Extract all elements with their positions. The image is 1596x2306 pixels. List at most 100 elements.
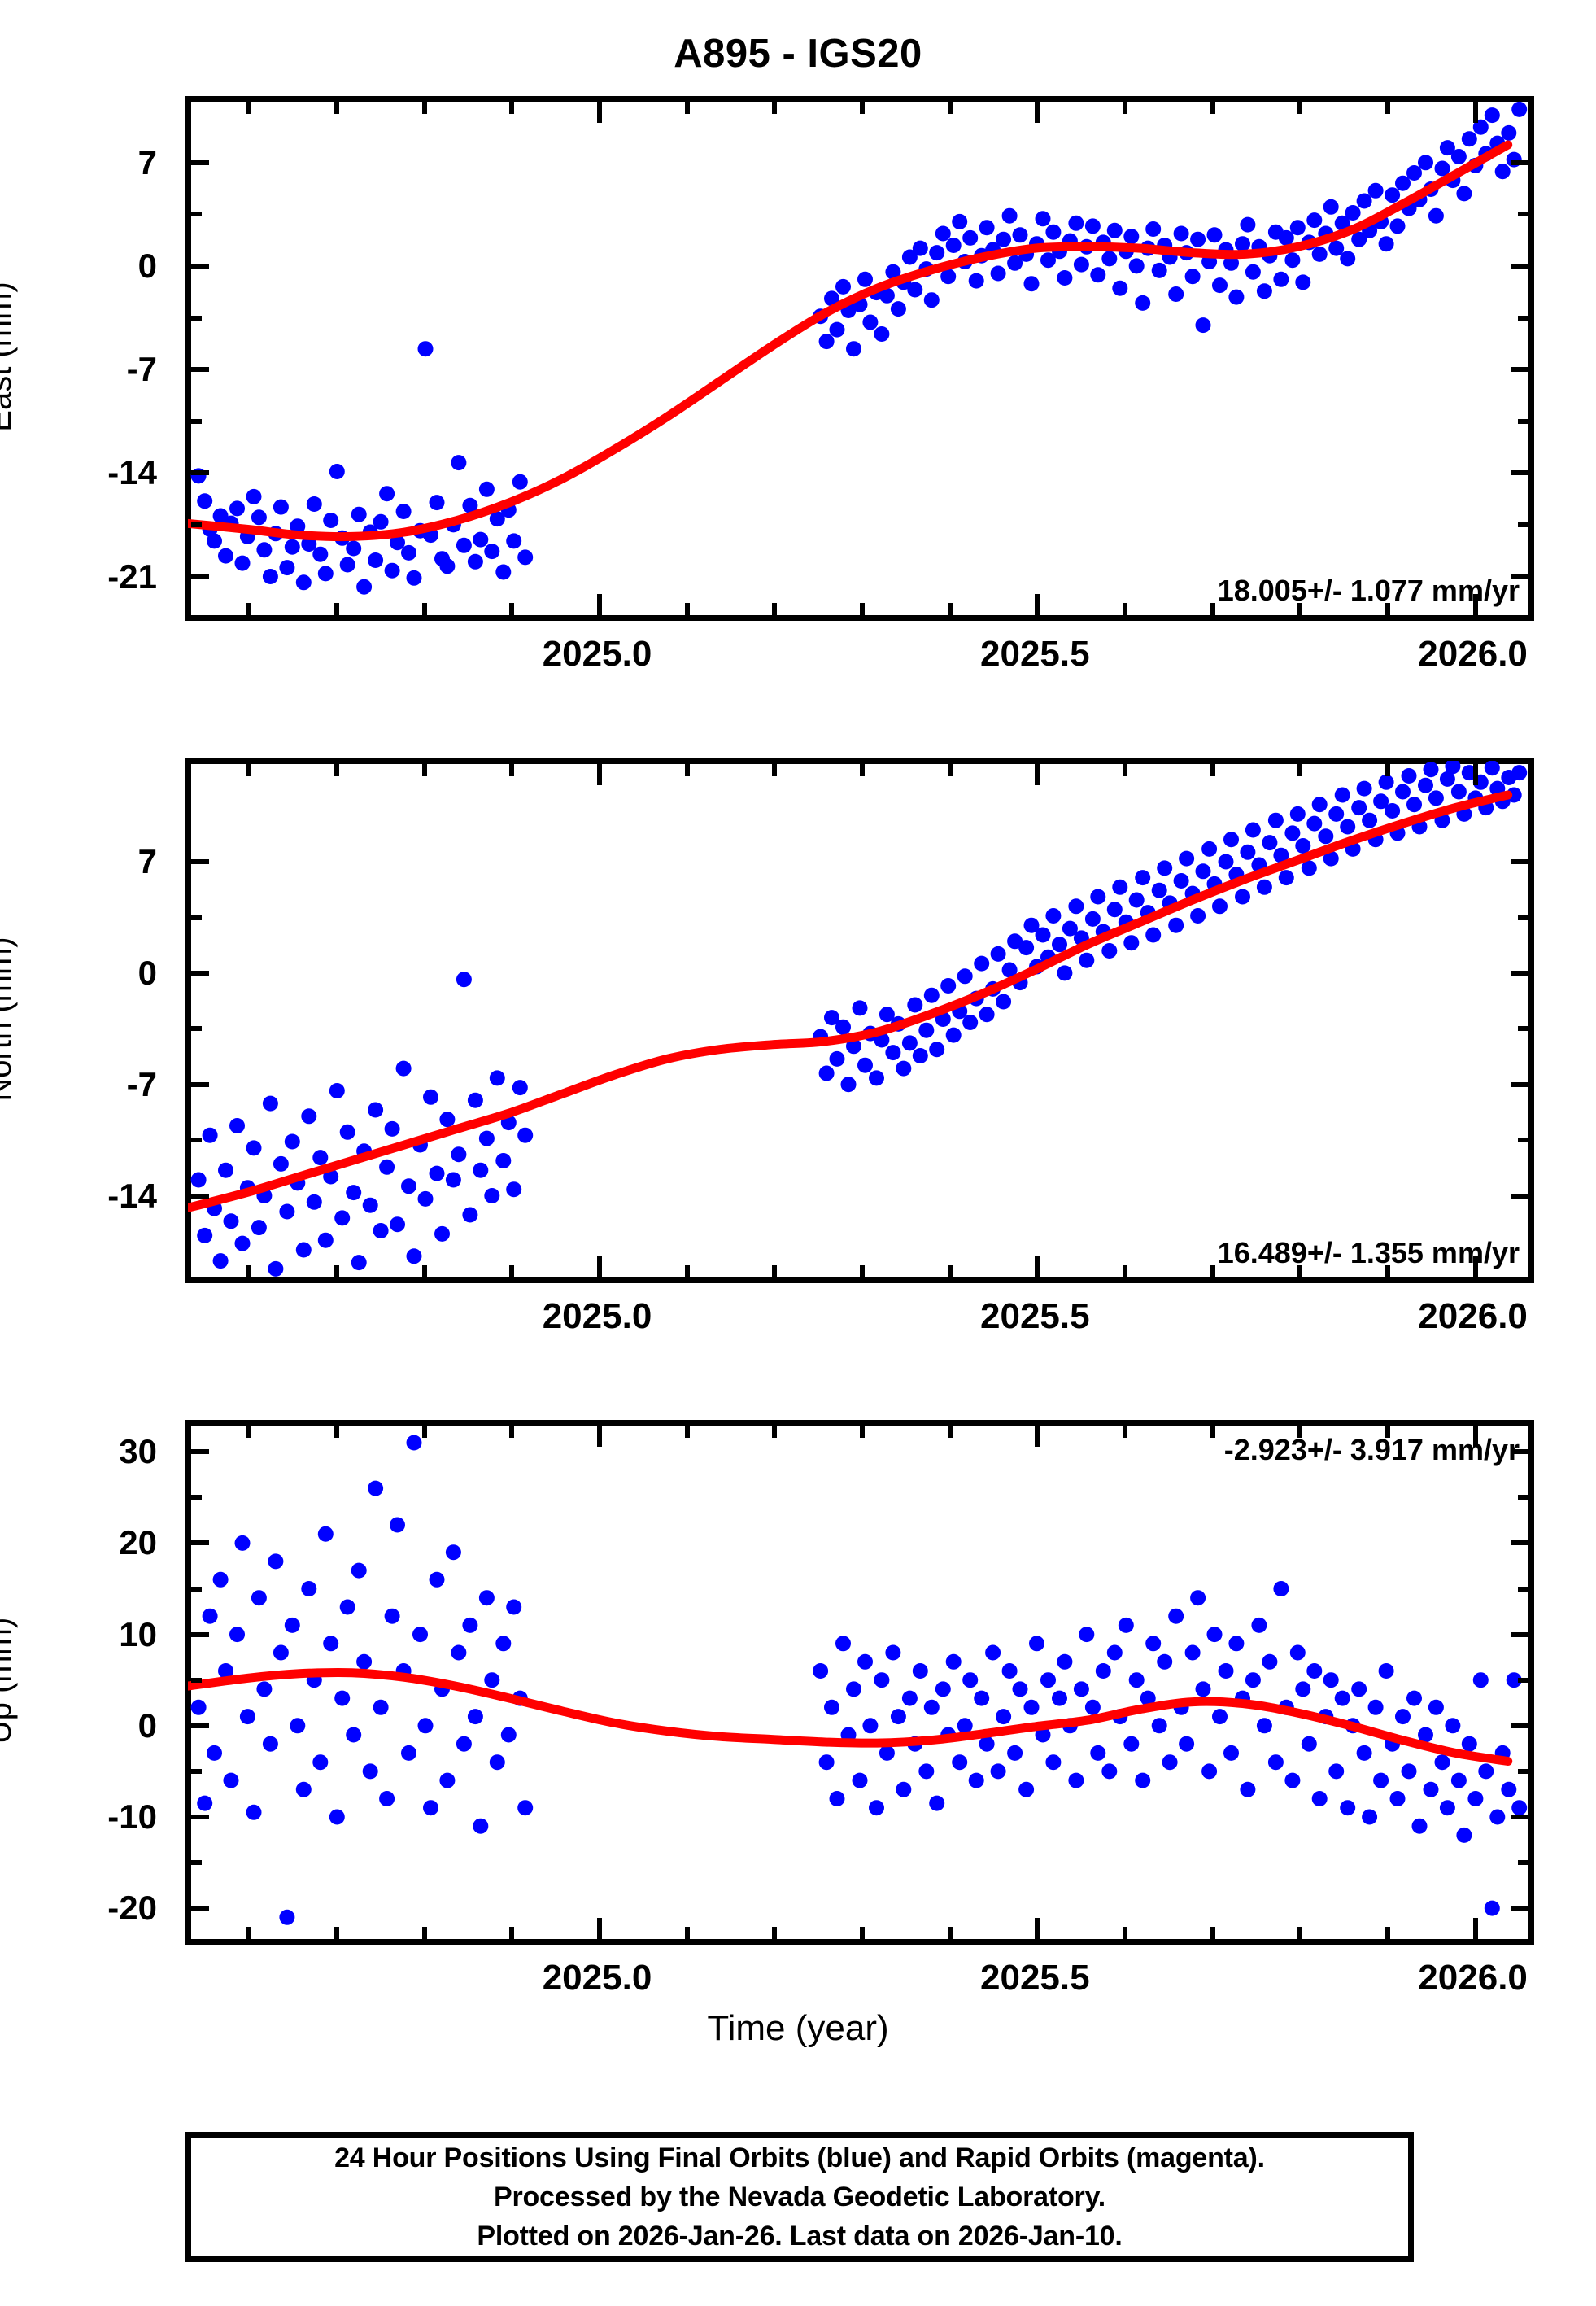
- x-minor-tick: [684, 1426, 690, 1438]
- x-tick-label: 2026.0: [1418, 1296, 1528, 1336]
- x-major-tick: [1472, 594, 1478, 615]
- y-tick-mark: [191, 1815, 209, 1819]
- x-minor-tick: [772, 102, 778, 114]
- x-major-tick: [1472, 1426, 1478, 1447]
- y-minor-tick: [1518, 418, 1528, 424]
- y-tick-mark: [191, 1906, 209, 1911]
- panel-north: [185, 758, 1534, 1283]
- y-tick-mark: [1511, 859, 1528, 864]
- y-minor-tick: [191, 1586, 202, 1592]
- fit-line-north: [188, 790, 1513, 1213]
- y-tick-mark: [1511, 970, 1528, 976]
- x-minor-tick: [1385, 1426, 1390, 1438]
- x-tick-label: 2025.5: [980, 1296, 1090, 1336]
- y-tick-mark: [191, 367, 209, 373]
- x-minor-tick: [684, 102, 690, 114]
- x-minor-tick: [509, 1927, 515, 1939]
- scatter-points-north: [190, 761, 1528, 1277]
- x-minor-tick: [1297, 764, 1303, 776]
- y-tick-label: 7: [137, 842, 157, 880]
- x-minor-tick: [509, 603, 515, 615]
- x-minor-tick: [947, 1265, 953, 1277]
- y-tick-mark: [1511, 1540, 1528, 1546]
- x-minor-tick: [860, 1426, 865, 1438]
- x-tick-label: 2025.0: [542, 1958, 652, 1998]
- x-minor-tick: [1123, 102, 1127, 114]
- x-minor-tick: [1385, 1265, 1390, 1277]
- y-tick-label: 0: [137, 246, 157, 285]
- panel-east: [185, 96, 1534, 621]
- y-minor-tick: [191, 1677, 202, 1683]
- x-minor-tick: [860, 1265, 865, 1277]
- y-tick-mark: [191, 1193, 209, 1199]
- x-minor-tick: [1297, 1426, 1303, 1438]
- y-tick-mark: [191, 1449, 209, 1455]
- x-minor-tick: [1123, 1927, 1127, 1939]
- caption-box: 24 Hour Positions Using Final Orbits (bl…: [185, 2132, 1414, 2262]
- fit-line-east: [188, 140, 1513, 542]
- x-minor-tick: [947, 102, 953, 114]
- y-minor-tick: [1518, 1586, 1528, 1592]
- x-minor-tick: [509, 1265, 515, 1277]
- y-minor-tick: [1518, 915, 1528, 920]
- x-major-tick: [597, 1426, 602, 1447]
- x-major-tick: [1035, 1426, 1040, 1447]
- x-major-tick: [1035, 594, 1040, 615]
- x-major-tick: [597, 1918, 602, 1939]
- x-minor-tick: [509, 1426, 515, 1438]
- y-minor-tick: [191, 212, 202, 217]
- x-minor-tick: [1123, 1426, 1127, 1438]
- y-tick-mark: [1511, 470, 1528, 476]
- x-minor-tick: [684, 603, 690, 615]
- y-minor-tick: [1518, 1138, 1528, 1143]
- x-major-tick: [1035, 764, 1040, 785]
- x-minor-tick: [1385, 102, 1390, 114]
- y-tick-label: 7: [137, 142, 157, 181]
- scatter-points-east: [190, 101, 1528, 595]
- y-tick-label: -14: [107, 453, 157, 492]
- y-tick-mark: [1511, 1449, 1528, 1455]
- x-minor-tick: [334, 1927, 339, 1939]
- x-major-tick: [1472, 764, 1478, 785]
- x-tick-label: 2025.0: [542, 1296, 652, 1336]
- x-major-tick: [1035, 1256, 1040, 1277]
- x-minor-tick: [1210, 603, 1215, 615]
- x-minor-tick: [246, 1265, 252, 1277]
- x-minor-tick: [772, 1265, 778, 1277]
- x-minor-tick: [860, 1927, 865, 1939]
- y-tick-mark: [191, 159, 209, 165]
- y-tick-mark: [191, 859, 209, 864]
- y-axis-title-north: North (mm): [0, 936, 18, 1102]
- x-tick-label: 2026.0: [1418, 1958, 1528, 1998]
- x-minor-tick: [421, 764, 427, 776]
- y-minor-tick: [1518, 522, 1528, 527]
- x-major-tick: [597, 102, 602, 123]
- y-tick-label: 10: [119, 1614, 157, 1653]
- y-tick-mark: [191, 1081, 209, 1087]
- x-major-tick: [597, 1256, 602, 1277]
- caption-line-2: Processed by the Nevada Geodetic Laborat…: [493, 2181, 1106, 2212]
- y-tick-mark: [1511, 367, 1528, 373]
- y-minor-tick: [191, 522, 202, 527]
- x-tick-label: 2025.5: [980, 634, 1090, 674]
- y-minor-tick: [1518, 1495, 1528, 1500]
- x-minor-tick: [1210, 102, 1215, 114]
- fit-line-up: [188, 1667, 1513, 1766]
- y-tick-mark: [1511, 159, 1528, 165]
- y-tick-mark: [1511, 1906, 1528, 1911]
- y-tick-mark: [191, 263, 209, 269]
- x-minor-tick: [684, 1927, 690, 1939]
- x-minor-tick: [1297, 1927, 1303, 1939]
- y-tick-mark: [191, 970, 209, 976]
- x-minor-tick: [772, 1927, 778, 1939]
- data-layer-east: [188, 101, 1528, 595]
- x-minor-tick: [772, 603, 778, 615]
- y-minor-tick: [1518, 315, 1528, 321]
- x-minor-tick: [1385, 1927, 1390, 1939]
- x-tick-label: 2025.0: [542, 634, 652, 674]
- x-minor-tick: [860, 764, 865, 776]
- x-minor-tick: [684, 1265, 690, 1277]
- y-tick-label: 0: [137, 953, 157, 992]
- x-minor-tick: [334, 764, 339, 776]
- y-tick-label: -7: [126, 350, 157, 389]
